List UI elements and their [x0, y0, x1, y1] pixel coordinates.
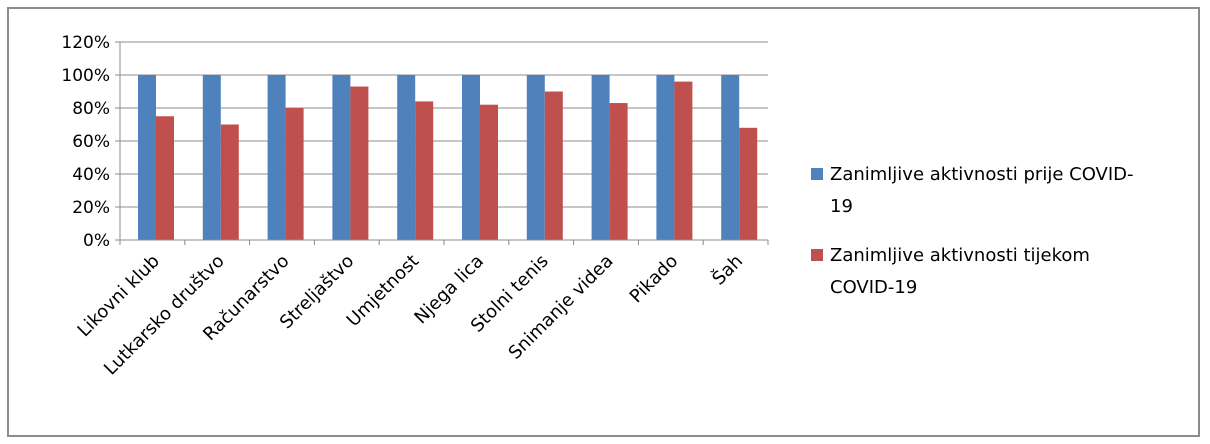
legend-swatch — [811, 168, 823, 180]
bar-prije — [267, 75, 286, 240]
x-category-label: Pikado — [626, 251, 683, 308]
bar-prije — [591, 75, 610, 240]
bars — [138, 75, 758, 241]
bar-prije — [721, 75, 740, 240]
x-category-label: Lutkarsko društvo — [100, 251, 229, 380]
y-tick-label: 60% — [72, 132, 110, 152]
bar-prije — [332, 75, 351, 240]
bar-prije — [656, 75, 675, 240]
bar-prije — [462, 75, 480, 240]
y-tick-label: 100% — [61, 66, 110, 86]
bar-tijekom — [609, 103, 628, 240]
bar-tijekom — [156, 116, 174, 240]
legend-label: 19 — [830, 196, 853, 217]
y-tick-label: 80% — [72, 99, 110, 119]
bar-prije — [138, 75, 156, 240]
y-tick-label: 0% — [83, 231, 110, 251]
y-tick-label: 120% — [61, 33, 110, 53]
x-category-label: Šah — [708, 250, 748, 290]
bar-prije — [202, 75, 221, 240]
bar-tijekom — [739, 127, 758, 240]
bar-tijekom — [544, 91, 563, 240]
bar-tijekom — [220, 124, 239, 240]
y-axis-ticks: 0% 20% 40% 60% 80% 100% 120% — [61, 33, 120, 251]
legend: Zanimljive aktivnosti prije COVID- 19 Zani… — [811, 164, 1134, 298]
bar-tijekom — [285, 108, 304, 240]
legend-label: COVID-19 — [830, 277, 917, 298]
y-tick-label: 20% — [72, 198, 110, 218]
bar-tijekom — [674, 81, 693, 240]
bar-prije — [526, 75, 545, 240]
bar-tijekom — [480, 104, 498, 240]
legend-label: Zanimljive aktivnosti prije COVID- — [830, 164, 1134, 185]
legend-swatch — [811, 249, 823, 261]
bar-prije — [397, 75, 416, 240]
bar-tijekom — [350, 86, 369, 240]
legend-label: Zanimljive aktivnosti tijekom — [830, 245, 1090, 266]
y-tick-label: 40% — [72, 165, 110, 185]
bar-tijekom — [415, 101, 434, 241]
